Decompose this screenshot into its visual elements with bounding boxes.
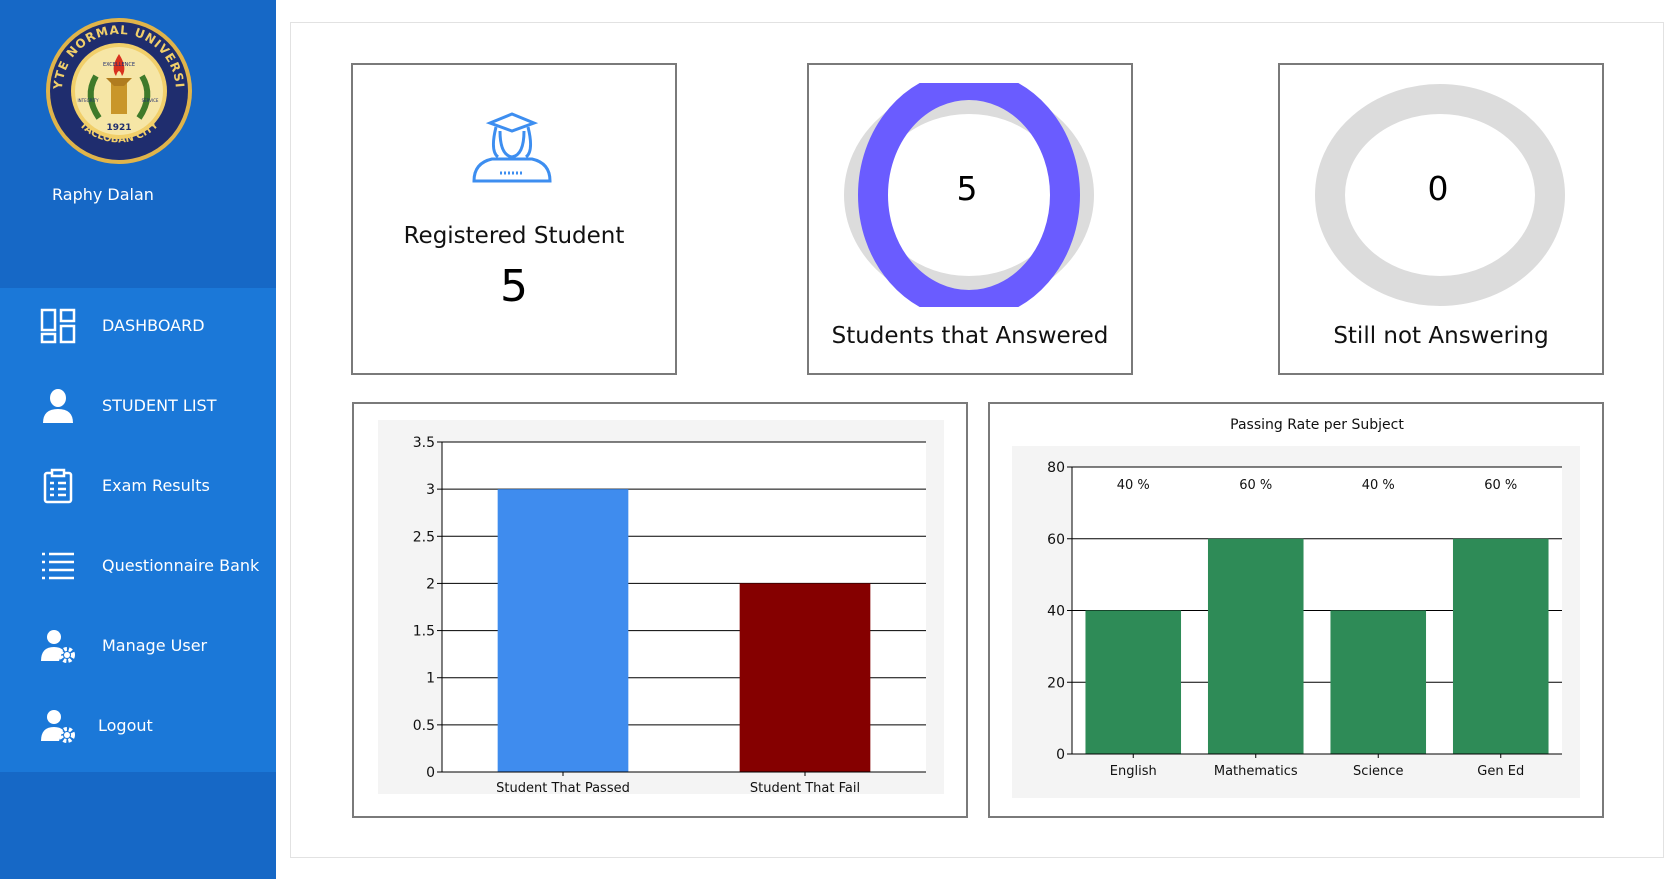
seal-motto-3: SERVICE [142,98,159,103]
answered-label: Students that Answered [831,323,1109,349]
not-answering-card: 0 Still not Answering [1278,63,1604,375]
data-label: 40 % [1362,478,1395,493]
x-category-label: Gen Ed [1477,764,1524,779]
bar-student-that-passed [497,489,629,772]
x-category-label: Student That Fail [750,781,860,796]
y-tick-label: 3.5 [413,435,435,451]
bar-science [1330,610,1427,754]
y-tick-label: 2 [426,576,435,592]
y-tick-label: 60 [1047,532,1065,548]
y-tick-label: 40 [1047,604,1065,620]
bar-student-that-fail [739,583,871,772]
clipboard-icon [43,468,73,504]
list-icon [42,552,74,580]
data-label: 60 % [1484,478,1517,493]
user-name: Raphy Dalan [52,185,154,204]
pass-fail-bar-chart: 0 0.5 1 1.5 2 2.5 3 3.5 Student That Passed Stude… [378,420,944,796]
y-tick-label: 3 [426,482,435,498]
passing-rate-chart-card: Passing Rate per Subject 0 20 40 60 80 English… [988,402,1604,818]
chart-title: Passing Rate per Subject [1230,417,1404,433]
sidebar: LEYTE NORMAL UNIVERSITY TACLOBAN CITY 19… [0,0,276,879]
student-graduate-icon [472,112,552,183]
seal-year: 1921 [106,123,131,133]
y-tick-label: 80 [1047,460,1065,476]
y-tick-label: 0 [426,765,435,781]
sidebar-menu: DASHBOARD STUDENT LIST Exam Results [0,288,276,772]
seal-motto-1: EXCELLENCE [103,62,135,68]
user-gear-icon [41,630,75,663]
data-label: 60 % [1239,478,1272,493]
y-tick-label: 1 [426,671,435,687]
dashboard-content: Registered Student 5 5 Students that Ans… [290,22,1664,858]
bar-gen-ed [1452,538,1549,754]
person-icon [43,389,73,423]
x-category-label: Science [1353,764,1403,779]
y-tick-label: 2.5 [413,529,435,545]
user-gear-icon [41,710,75,743]
dashboard-grid-icon [40,308,76,344]
menu-item-dashboard[interactable]: DASHBOARD [0,288,276,366]
not-answering-ring [1315,83,1565,307]
x-category-label: Student That Passed [496,781,630,796]
registered-student-card: Registered Student 5 [351,63,677,375]
not-answering-count: 0 [1427,169,1449,208]
menu-label-student-list: STUDENT LIST [102,396,217,415]
menu-label-exam-results: Exam Results [102,476,210,495]
pass-fail-chart-card: 0 0.5 1 1.5 2 2.5 3 3.5 Student That Passed Stude… [352,402,968,818]
registered-student-label: Registered Student [403,223,625,249]
data-label: 40 % [1117,478,1150,493]
y-tick-label: 0 [1056,747,1065,763]
bar-english [1085,610,1182,754]
registered-student-count: 5 [500,261,528,312]
y-tick-label: 1.5 [413,624,435,640]
university-seal-logo: LEYTE NORMAL UNIVERSITY TACLOBAN CITY 19… [44,16,192,164]
menu-item-questionnaire-bank[interactable]: Questionnaire Bank [0,528,276,606]
y-tick-label: 0.5 [413,718,435,734]
seal-motto-2: INTEGRITY [77,98,99,103]
y-tick-label: 20 [1047,675,1065,691]
menu-item-student-list[interactable]: STUDENT LIST [0,368,276,446]
x-category-label: English [1110,764,1157,779]
bar-mathematics [1207,538,1304,754]
answered-ring [844,83,1094,307]
menu-label-manage-user: Manage User [102,636,208,655]
menu-item-exam-results[interactable]: Exam Results [0,448,276,526]
answered-count: 5 [956,169,978,208]
menu-label-logout: Logout [98,716,153,735]
menu-item-manage-user[interactable]: Manage User [0,608,276,686]
menu-label-questionnaire-bank: Questionnaire Bank [102,556,260,575]
x-category-label: Mathematics [1214,764,1298,779]
not-answering-label: Still not Answering [1333,323,1549,349]
answered-card: 5 Students that Answered [807,63,1133,375]
passing-rate-bar-chart: Passing Rate per Subject 0 20 40 60 80 English… [1012,417,1580,798]
menu-label-dashboard: DASHBOARD [102,316,205,335]
menu-item-logout[interactable]: Logout [0,688,276,766]
